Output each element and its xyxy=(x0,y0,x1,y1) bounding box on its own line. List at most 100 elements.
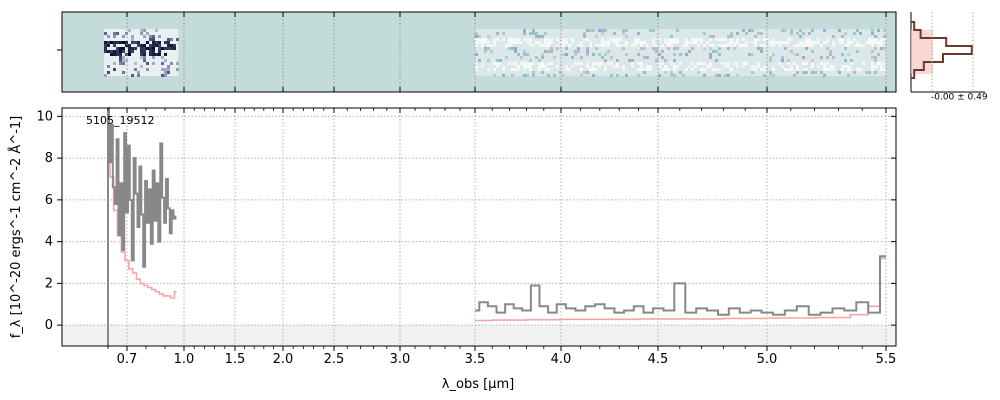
spec2d-pixel xyxy=(586,53,589,56)
spec2d-pixel xyxy=(706,65,709,68)
spec2d-pixel xyxy=(640,47,643,50)
spec2d-pixel xyxy=(155,53,158,56)
spec2d-pixel xyxy=(625,41,628,44)
spec2d-pixel xyxy=(553,56,556,59)
spec2d-pixel xyxy=(673,41,676,44)
spec2d-pixel xyxy=(122,71,125,74)
spec2d-pixel xyxy=(598,65,601,68)
spec2d-pixel xyxy=(622,32,625,35)
spec2d-pixel xyxy=(784,47,787,50)
spec2d-pixel xyxy=(170,38,173,41)
spec2d-pixel xyxy=(823,74,826,77)
spec2d-pixel xyxy=(523,32,526,35)
spec2d-pixel xyxy=(823,65,826,68)
spec2d-pixel xyxy=(607,38,610,41)
spec2d-pixel xyxy=(715,59,718,62)
spec2d-pixel xyxy=(733,47,736,50)
x-tick-label: 3.5 xyxy=(465,352,486,367)
spec2d-pixel xyxy=(475,62,478,65)
spec2d-pixel xyxy=(841,41,844,44)
spec2d-pixel xyxy=(697,44,700,47)
spec2d-pixel xyxy=(667,44,670,47)
spec2d-pixel xyxy=(607,50,610,53)
spec2d-pixel xyxy=(748,29,751,32)
spec2d-pixel xyxy=(628,59,631,62)
spec2d-pixel xyxy=(856,41,859,44)
spec2d-pixel xyxy=(625,29,628,32)
spec2d-pixel xyxy=(862,44,865,47)
spec2d-pixel xyxy=(670,74,673,77)
spec2d-pixel xyxy=(802,41,805,44)
spec2d-pixel xyxy=(592,65,595,68)
spec2d-pixel xyxy=(158,47,161,50)
spec2d-pixel xyxy=(152,53,155,56)
spec2d-pixel xyxy=(787,41,790,44)
spec2d-pixel xyxy=(583,38,586,41)
spec2d-pixel xyxy=(649,29,652,32)
spec2d-pixel xyxy=(724,38,727,41)
spec2d-pixel xyxy=(559,41,562,44)
spec2d-pixel xyxy=(697,38,700,41)
spec2d-pixel xyxy=(544,68,547,71)
spec2d-pixel xyxy=(715,38,718,41)
spec2d-pixel xyxy=(562,74,565,77)
spec2d-pixel xyxy=(128,50,131,53)
spec2d-pixel xyxy=(164,59,167,62)
spec2d-pixel xyxy=(119,41,122,44)
spec2d-pixel xyxy=(583,71,586,74)
spec2d-pixel xyxy=(116,50,119,53)
spec2d-pixel xyxy=(484,41,487,44)
spec2d-pixel xyxy=(481,65,484,68)
spec2d-pixel xyxy=(553,74,556,77)
spec2d-pixel xyxy=(170,44,173,47)
spec2d-pixel xyxy=(652,38,655,41)
spec2d-pixel xyxy=(826,41,829,44)
spec2d-pixel xyxy=(673,59,676,62)
spec2d-pixel xyxy=(778,44,781,47)
spec2d-pixel xyxy=(652,41,655,44)
spec2d-pixel xyxy=(475,53,478,56)
spec2d-pixel xyxy=(640,62,643,65)
spec2d-pixel xyxy=(583,32,586,35)
spec2d-pixel xyxy=(772,41,775,44)
spec2d-pixel xyxy=(523,65,526,68)
spec2d-pixel xyxy=(637,38,640,41)
spec2d-pixel xyxy=(880,44,883,47)
spec2d-pixel xyxy=(544,32,547,35)
spec2d-pixel xyxy=(568,68,571,71)
spec2d-pixel xyxy=(655,47,658,50)
spec2d-pixel xyxy=(853,32,856,35)
spec2d-pixel xyxy=(856,44,859,47)
spec2d-pixel xyxy=(700,41,703,44)
spec2d-pixel xyxy=(149,44,152,47)
spec2d-pixel xyxy=(122,47,125,50)
spec2d-pixel xyxy=(772,74,775,77)
spec2d-pixel xyxy=(817,65,820,68)
spec2d-pixel xyxy=(760,68,763,71)
spec2d-pixel xyxy=(772,65,775,68)
spec2d-pixel xyxy=(634,41,637,44)
spec2d-pixel xyxy=(691,47,694,50)
spec2d-pixel xyxy=(673,53,676,56)
spec2d-pixel xyxy=(592,29,595,32)
spec2d-pixel xyxy=(511,38,514,41)
spec2d-pixel xyxy=(541,56,544,59)
spec2d-pixel xyxy=(823,29,826,32)
spec2d-pixel xyxy=(832,65,835,68)
spec2d-pixel xyxy=(688,41,691,44)
spec2d-pixel xyxy=(865,71,868,74)
spec2d-pixel xyxy=(757,62,760,65)
spec2d-pixel xyxy=(526,62,529,65)
spec2d-pixel xyxy=(616,59,619,62)
spec2d-pixel xyxy=(769,41,772,44)
spec2d-pixel xyxy=(571,41,574,44)
spec2d-pixel xyxy=(478,35,481,38)
spec2d-pixel xyxy=(862,62,865,65)
spec2d-pixel xyxy=(871,32,874,35)
spec2d-pixel xyxy=(652,44,655,47)
spec2d-pixel xyxy=(122,56,125,59)
spec2d-pixel xyxy=(493,68,496,71)
spec2d-pixel xyxy=(140,53,143,56)
spec2d-pixel xyxy=(541,71,544,74)
spec2d-pixel xyxy=(137,71,140,74)
